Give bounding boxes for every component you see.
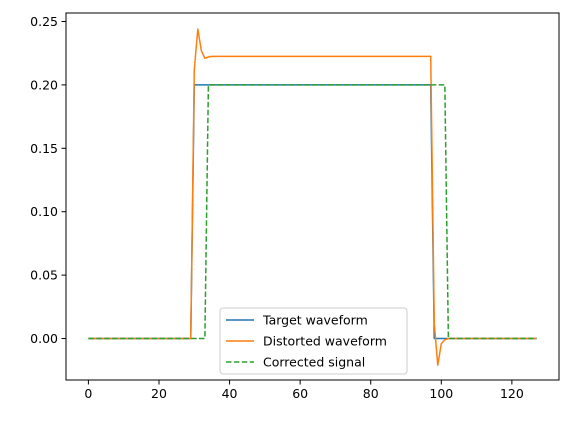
x-tick-label: 0 [84, 386, 92, 401]
y-axis: 0.00 0.05 0.10 0.15 0.20 0.25 [30, 14, 66, 346]
legend-box [219, 307, 408, 375]
y-tick-label: 0.20 [30, 77, 58, 92]
y-tick-label: 0.15 [30, 141, 58, 156]
x-axis: 0 20 40 60 80 100 120 [84, 380, 524, 401]
legend: Target waveform Distorted waveform Correct… [219, 307, 408, 375]
y-tick-label: 0.25 [30, 14, 58, 29]
x-tick-label: 40 [222, 386, 238, 401]
series-line-3 [88, 84, 537, 340]
x-tick-label: 120 [500, 386, 524, 401]
y-tick-label: 0.05 [30, 268, 58, 283]
x-tick-label: 80 [363, 386, 379, 401]
y-tick-label: 0.00 [30, 331, 58, 346]
legend-label-2: Distorted waveform [263, 334, 387, 349]
y-tick-label: 0.10 [30, 204, 58, 219]
plot-lines [88, 28, 537, 366]
legend-label-3: Corrected signal [263, 355, 365, 370]
legend-label-1: Target waveform [262, 313, 368, 328]
x-tick-label: 100 [429, 386, 453, 401]
x-tick-label: 60 [292, 386, 308, 401]
x-tick-label: 20 [151, 386, 167, 401]
axes-frame [65, 12, 560, 381]
series-line-2 [88, 28, 537, 366]
